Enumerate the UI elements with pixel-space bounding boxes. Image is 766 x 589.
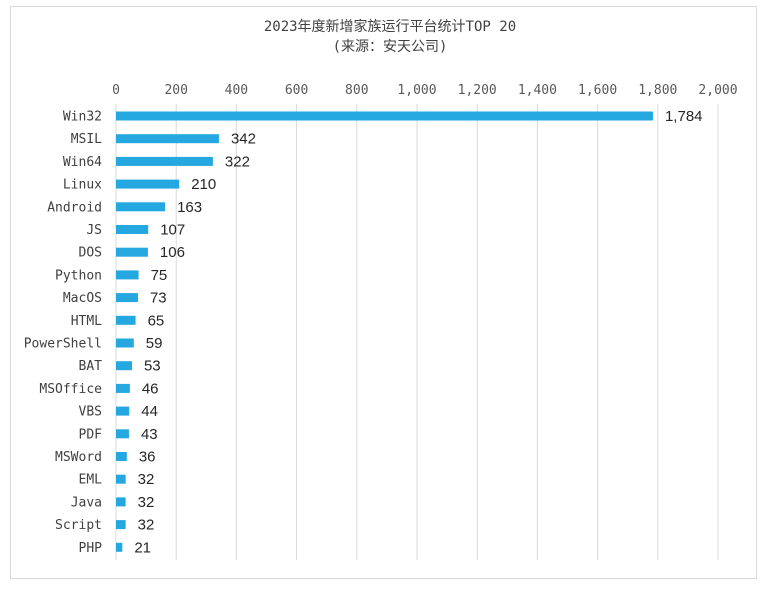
data-label: 46 (142, 380, 159, 397)
bar (116, 474, 126, 484)
bar (116, 452, 127, 461)
category-label: JS (86, 223, 102, 238)
bar (116, 247, 148, 257)
x-tick-labels: 0 200 400 600 800 1,000 1,200 1,400 1,600 1,800 2,… (112, 83, 737, 98)
x-tick-label: 0 (112, 83, 120, 98)
data-label: 163 (177, 199, 202, 216)
x-tick-label: 1,200 (458, 83, 497, 98)
category-label: Win64 (63, 155, 102, 170)
data-label: 106 (160, 244, 185, 261)
category-label: MacOS (63, 291, 102, 306)
category-labels: Win32 MSIL Win64 Linux Android JS DOS Python Mac… (24, 110, 102, 556)
chart-title: 2023年度新增家族运行平台统计TOP 20 (264, 18, 516, 35)
data-label: 32 (138, 517, 155, 534)
gridlines (115, 104, 719, 560)
bar (116, 134, 219, 144)
category-label: EML (79, 473, 103, 488)
category-label: Python (55, 268, 102, 283)
x-tick-label: 1,000 (397, 83, 436, 98)
x-tick-label: 800 (345, 83, 368, 98)
data-label: 322 (225, 153, 250, 170)
bar (116, 406, 130, 416)
x-tick-label: 600 (285, 83, 308, 98)
bar (116, 338, 134, 348)
data-label: 1,784 (665, 108, 703, 125)
category-label: BAT (79, 359, 103, 374)
bar (116, 429, 129, 439)
chart-subtitle: (来源：安天公司) (333, 39, 448, 55)
bars (116, 111, 653, 552)
bar (116, 270, 139, 280)
bar (116, 225, 149, 234)
data-label: 107 (160, 222, 185, 239)
data-label: 44 (141, 403, 158, 420)
category-label: Win32 (63, 110, 102, 125)
category-label: MSWord (55, 450, 102, 465)
x-tick-label: 400 (225, 83, 248, 98)
data-label: 36 (139, 449, 156, 466)
category-label: PDF (79, 427, 103, 442)
x-tick-label: 1,800 (638, 83, 677, 98)
data-label: 210 (191, 176, 216, 193)
bar (116, 315, 136, 325)
data-label: 73 (150, 290, 167, 307)
bar (116, 156, 213, 166)
category-label: Java (71, 495, 102, 510)
data-label: 32 (138, 471, 155, 488)
data-label: 43 (141, 426, 158, 443)
category-label: VBS (79, 405, 102, 420)
bar (116, 383, 130, 393)
chart-frame (10, 6, 757, 579)
data-label: 342 (231, 131, 256, 148)
bar (116, 111, 653, 121)
category-label: DOS (79, 246, 102, 261)
data-label: 59 (146, 335, 163, 352)
data-labels: 1,784 342 322 210 163 107 106 75 73 65 59 53 46 44 43 3… (134, 108, 702, 556)
data-label: 65 (148, 312, 165, 329)
bar (116, 202, 166, 212)
category-label: Android (47, 200, 102, 215)
category-label: MSIL (71, 132, 102, 147)
bar (116, 520, 126, 530)
category-label: Linux (63, 178, 102, 193)
bar (116, 293, 138, 303)
x-tick-label: 1,600 (578, 83, 617, 98)
category-label: PowerShell (24, 337, 102, 352)
category-label: HTML (71, 314, 102, 329)
x-tick-label: 1,400 (518, 83, 557, 98)
data-label: 75 (151, 267, 168, 284)
category-label: PHP (79, 541, 103, 556)
x-tick-label: 2,000 (698, 83, 737, 98)
data-label: 21 (134, 539, 151, 556)
bar (116, 497, 126, 507)
bar (116, 361, 132, 371)
bar (116, 542, 123, 552)
category-label: MSOffice (39, 382, 102, 397)
bar (116, 179, 180, 189)
data-label: 32 (138, 494, 155, 511)
x-tick-label: 200 (164, 83, 187, 98)
category-label: Script (55, 518, 102, 533)
data-label: 53 (144, 358, 161, 375)
